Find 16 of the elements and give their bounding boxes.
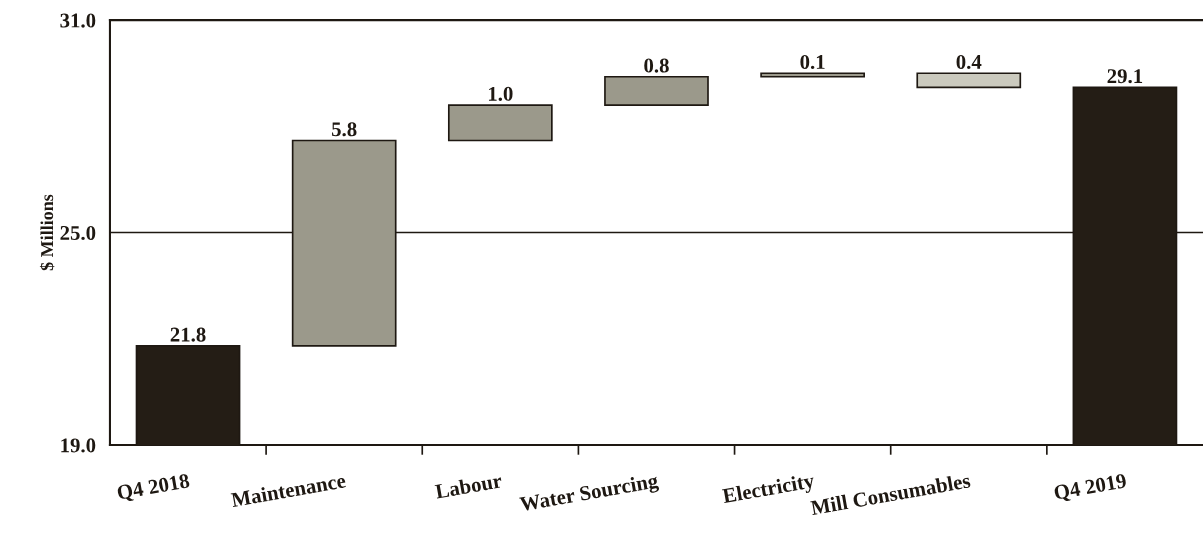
y-axis-title: $ Millions: [39, 194, 55, 271]
x-tick-label: Labour: [434, 472, 503, 499]
x-tick-label: Q4 2019: [1053, 473, 1128, 503]
data-label: 0.8: [644, 58, 669, 73]
data-label: 29.1: [1107, 69, 1143, 84]
x-tick-label: Maintenance: [230, 472, 347, 508]
data-label: 0.1: [800, 54, 825, 70]
y-tick-label: 25.0: [60, 225, 96, 241]
y-tick-label: 31.0: [60, 13, 96, 28]
x-tick-label: Water Sourcing: [519, 472, 660, 516]
data-label: 0.4: [956, 54, 982, 70]
data-label: 1.0: [488, 86, 513, 101]
x-tick-label: Q4 2018: [116, 473, 191, 503]
data-label: 21.8: [170, 327, 206, 342]
y-tick-label: 19.0: [61, 438, 96, 453]
data-label: 5.8: [331, 122, 357, 137]
